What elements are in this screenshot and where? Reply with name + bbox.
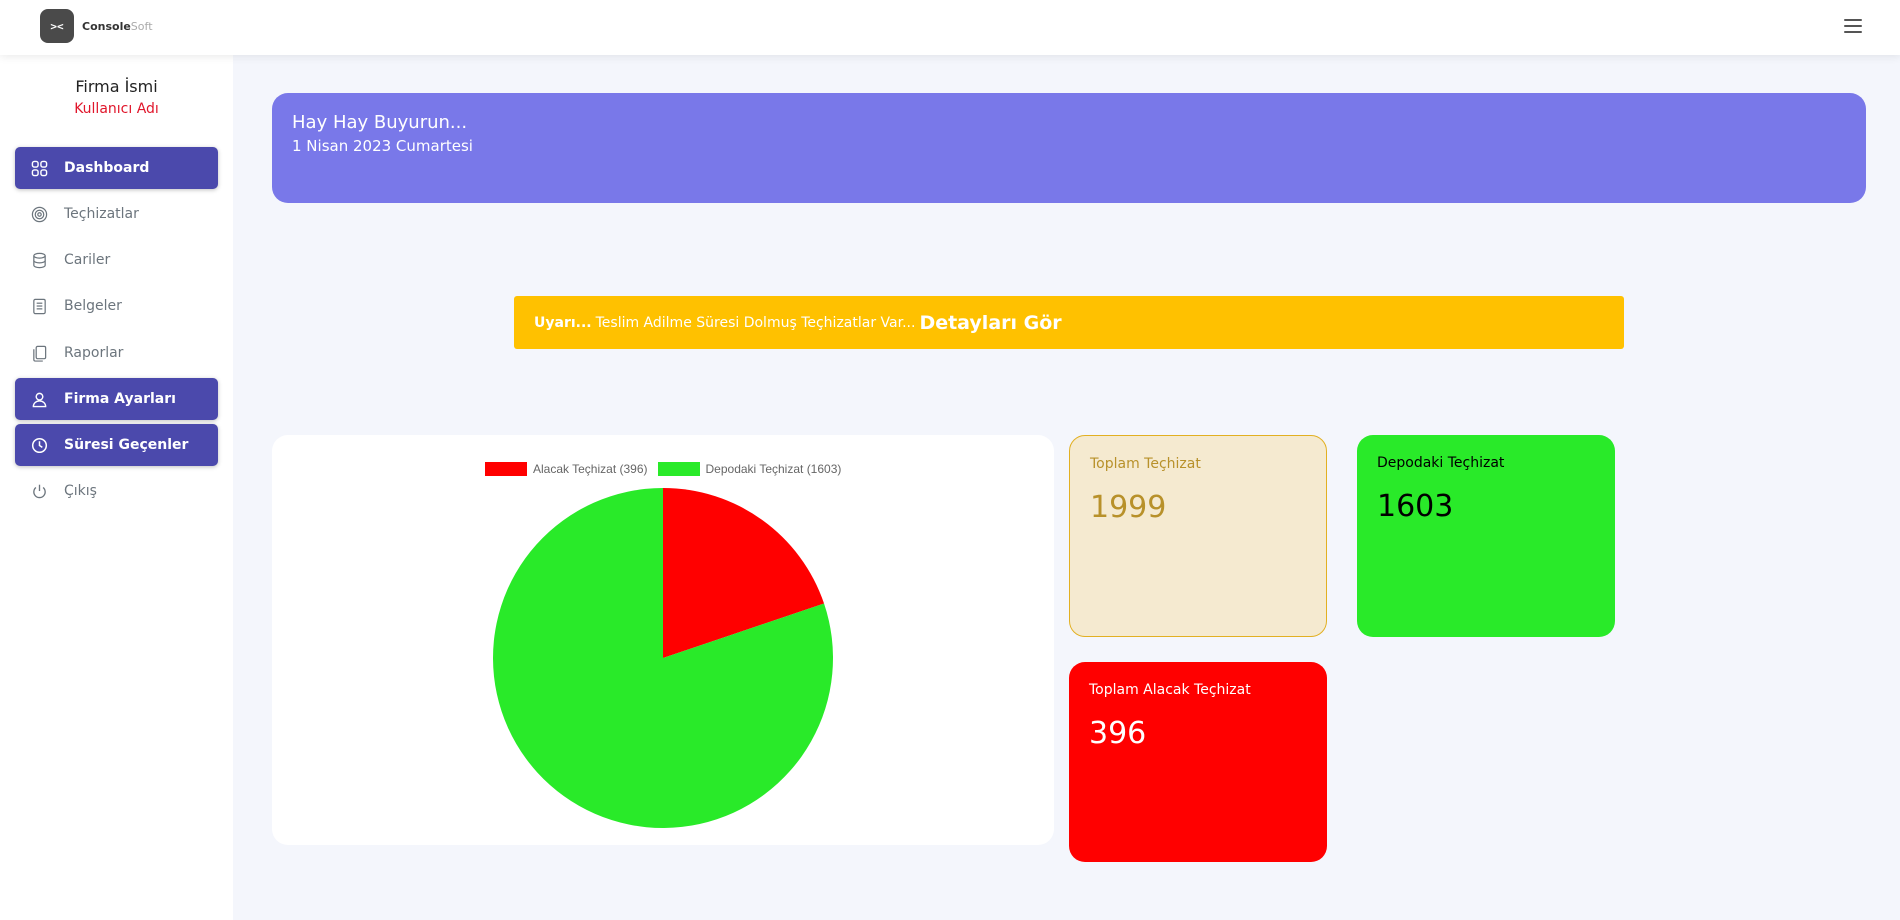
menu-toggle-icon[interactable] <box>1844 19 1862 33</box>
sidebar-item-belgeler[interactable]: Belgeler <box>15 285 218 327</box>
sidebar-item-label: Raporlar <box>64 345 124 361</box>
logo-name-light: Soft <box>130 19 153 33</box>
details-link[interactable]: Detayları Gör <box>919 311 1062 334</box>
legend-label: Alacak Teçhizat (396) <box>533 462 648 476</box>
sidebar-item-techizatlar[interactable]: Teçhizatlar <box>15 193 218 235</box>
legend-swatch <box>657 462 700 476</box>
sidebar-item-firma-ayarlari[interactable]: Firma Ayarları <box>15 378 218 420</box>
stat-card-depot: Depodaki Teçhizat 1603 <box>1357 435 1615 637</box>
sidebar: Firma İsmi Kullanıcı Adı Dashboard Teçhi… <box>0 55 233 920</box>
stat-label: Toplam Teçhizat <box>1090 456 1201 472</box>
welcome-banner: Hay Hay Buyurun... 1 Nisan 2023 Cumartes… <box>272 93 1866 203</box>
sidebar-item-label: Firma Ayarları <box>64 391 176 407</box>
sidebar-item-label: Dashboard <box>64 160 150 176</box>
brand-logo[interactable]: >< ConsoleSoft <box>40 9 153 43</box>
stat-value: 1603 <box>1377 489 1454 524</box>
sidebar-item-label: Cariler <box>64 252 111 268</box>
pie-chart <box>493 488 833 828</box>
company-name: Firma İsmi <box>75 77 158 96</box>
legend-item-alacak[interactable]: Alacak Teçhizat (396) <box>485 462 648 476</box>
sidebar-item-cikis[interactable]: Çıkış <box>15 470 218 512</box>
pie-chart-card: Alacak Teçhizat (396) Depodaki Teçhizat … <box>272 435 1054 845</box>
legend-label: Depodaki Teçhizat (1603) <box>705 462 842 476</box>
sidebar-item-label: Teçhizatlar <box>64 206 139 222</box>
pie-slice-1[interactable] <box>493 488 833 828</box>
welcome-date: 1 Nisan 2023 Cumartesi <box>292 137 473 155</box>
logo-text: ConsoleSoft <box>82 20 153 33</box>
stat-value: 1999 <box>1090 490 1167 525</box>
user-name: Kullanıcı Adı <box>74 101 159 117</box>
database-icon <box>30 251 48 269</box>
legend-item-depodaki[interactable]: Depodaki Teçhizat (1603) <box>657 462 842 476</box>
target-icon <box>30 205 48 223</box>
power-icon <box>30 482 48 500</box>
document-icon <box>30 297 48 315</box>
legend-swatch <box>485 462 527 476</box>
sidebar-item-cariler[interactable]: Cariler <box>15 239 218 281</box>
stat-label: Depodaki Teçhizat <box>1377 455 1505 471</box>
sidebar-item-dashboard[interactable]: Dashboard <box>15 147 218 189</box>
sidebar-item-suresi-gecenler[interactable]: Süresi Geçenler <box>15 424 218 466</box>
logo-mark: >< <box>40 9 74 43</box>
stat-card-alacak: Toplam Alacak Teçhizat 396 <box>1069 662 1327 862</box>
alert-strong: Uyarı... <box>534 314 592 331</box>
top-bar: >< ConsoleSoft <box>0 0 1900 55</box>
copy-icon <box>30 344 48 362</box>
sidebar-item-label: Süresi Geçenler <box>64 437 189 453</box>
stat-card-total: Toplam Teçhizat 1999 <box>1069 435 1327 637</box>
grid-icon <box>30 159 48 177</box>
logo-name-bold: Console <box>82 19 131 33</box>
sidebar-item-label: Çıkış <box>64 483 97 499</box>
stat-value: 396 <box>1089 716 1147 751</box>
clock-icon <box>30 436 48 454</box>
user-icon <box>30 390 48 408</box>
welcome-title: Hay Hay Buyurun... <box>292 112 468 133</box>
chart-legend: Alacak Teçhizat (396) Depodaki Teçhizat … <box>485 462 851 476</box>
pie-slice-0[interactable] <box>663 488 825 658</box>
sidebar-item-raporlar[interactable]: Raporlar <box>15 332 218 374</box>
sidebar-item-label: Belgeler <box>64 298 122 314</box>
alert-message: Teslim Adilme Süresi Dolmuş Teçhizatlar … <box>595 314 916 331</box>
warning-alert: Uyarı... Teslim Adilme Süresi Dolmuş Teç… <box>514 296 1624 349</box>
stat-label: Toplam Alacak Teçhizat <box>1089 682 1251 698</box>
